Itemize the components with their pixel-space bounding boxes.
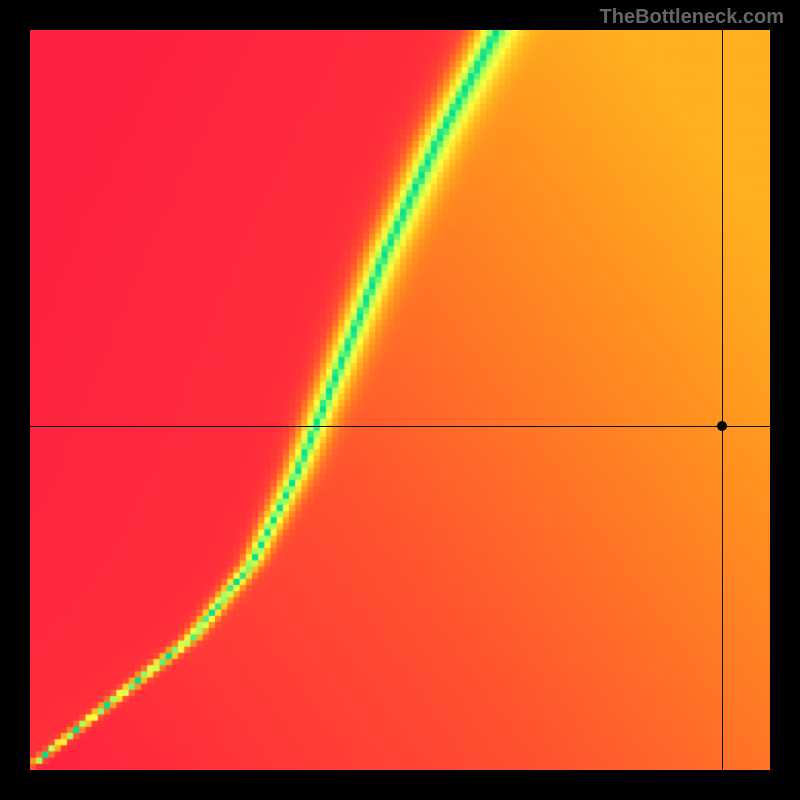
heatmap-canvas <box>30 30 770 770</box>
watermark-text: TheBottleneck.com <box>600 6 784 29</box>
crosshair-vertical <box>722 30 723 770</box>
heatmap-plot <box>30 30 770 770</box>
marker-point <box>717 421 727 431</box>
crosshair-horizontal <box>30 426 770 427</box>
